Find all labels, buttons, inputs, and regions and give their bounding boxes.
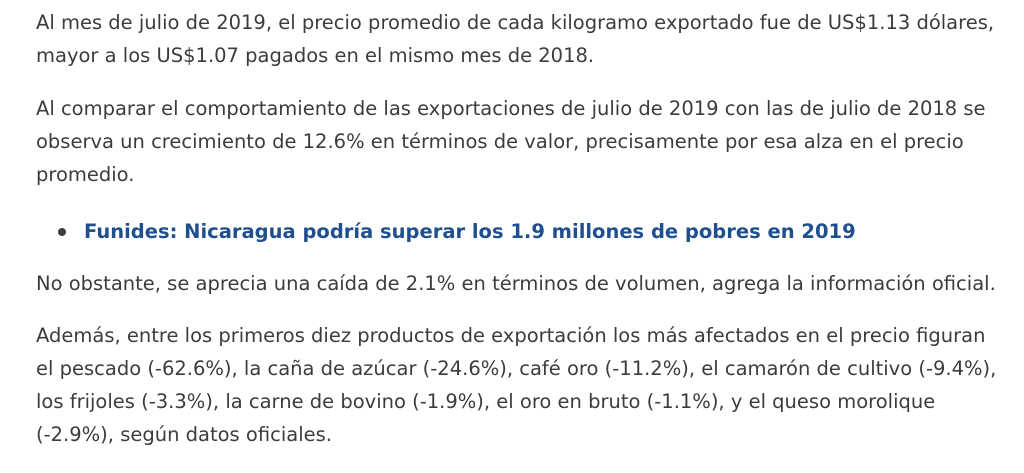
list-item: Funides: Nicaragua podría superar los 1.… bbox=[36, 215, 1004, 248]
bullet-icon bbox=[58, 228, 66, 236]
article-paragraph: No obstante, se aprecia una caída de 2.1… bbox=[36, 272, 996, 295]
article-paragraph: Al comparar el comportamiento de las exp… bbox=[36, 97, 986, 186]
article-paragraph: Además, entre los primeros diez producto… bbox=[36, 324, 997, 446]
related-links-list: Funides: Nicaragua podría superar los 1.… bbox=[36, 215, 1004, 248]
related-article-link[interactable]: Funides: Nicaragua podría superar los 1.… bbox=[84, 220, 856, 243]
article-paragraph: Al mes de julio de 2019, el precio prome… bbox=[36, 11, 995, 67]
